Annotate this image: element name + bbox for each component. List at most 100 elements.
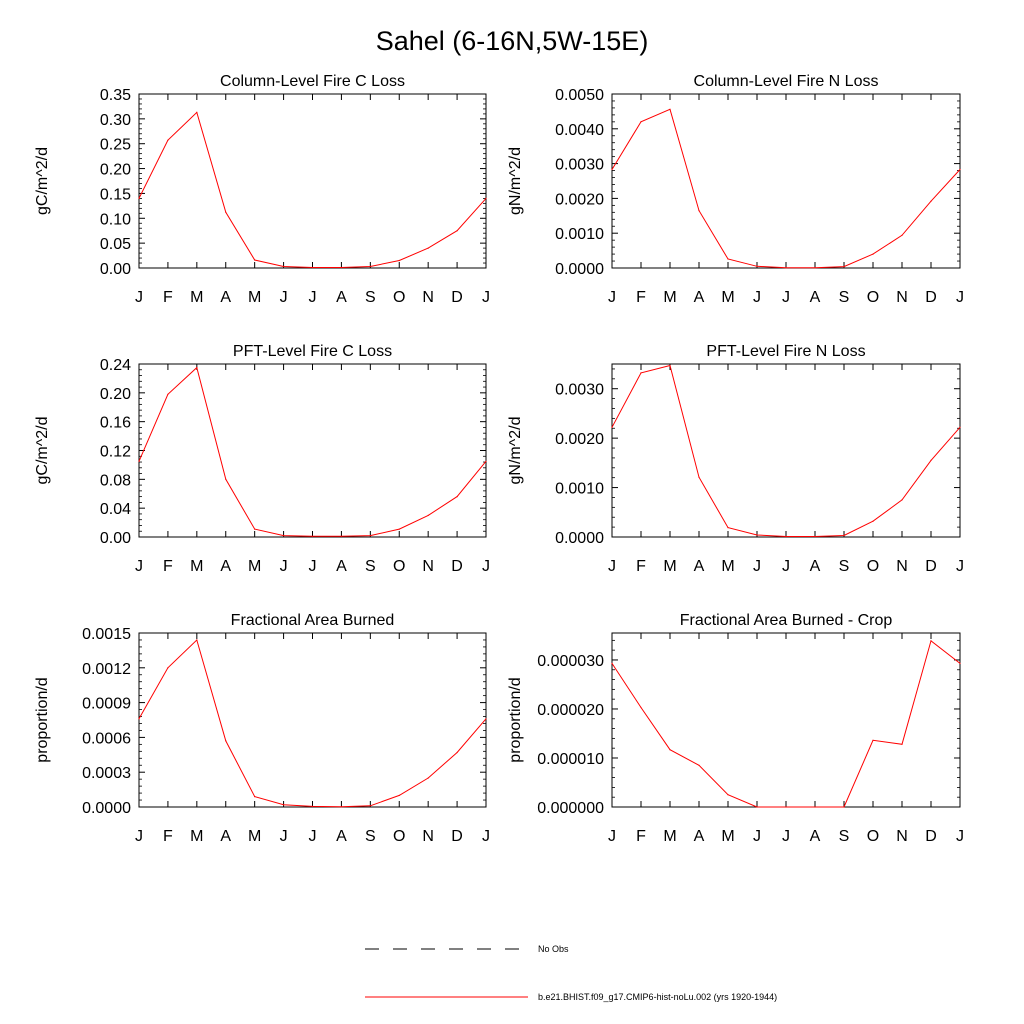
plot-frame xyxy=(138,363,487,538)
data-point xyxy=(843,806,845,808)
y-tick-label: 0.24 xyxy=(100,357,131,374)
series-line xyxy=(611,108,961,269)
x-tick-label: D xyxy=(451,558,463,575)
x-tick-label: J xyxy=(482,289,490,306)
series-line xyxy=(138,366,487,537)
data-point xyxy=(225,211,227,213)
x-tick-label: N xyxy=(896,289,908,306)
x-tick-label: J xyxy=(956,558,964,575)
legend: No Obs b.e21.BHIST.f09_g17.CMIP6-hist-no… xyxy=(365,944,777,1002)
data-point xyxy=(843,534,845,537)
data-point xyxy=(138,718,140,720)
data-point xyxy=(930,200,932,202)
data-point xyxy=(456,230,458,232)
x-tick-label: J xyxy=(608,558,616,575)
x-tick-label: J xyxy=(482,558,490,575)
data-point xyxy=(814,535,816,538)
plot-frame xyxy=(138,632,487,808)
data-point xyxy=(427,247,429,249)
y-tick-label: 0.0030 xyxy=(555,157,604,174)
data-point xyxy=(901,743,903,745)
y-tick-label: 0.0010 xyxy=(555,481,604,498)
x-tick-label: J xyxy=(608,289,616,306)
data-point xyxy=(485,460,487,462)
x-tick-label: J xyxy=(309,828,317,845)
data-point xyxy=(843,266,845,268)
data-point xyxy=(640,372,642,374)
plot-frame xyxy=(611,632,961,808)
data-point xyxy=(167,393,169,395)
y-tick-label: 0.0012 xyxy=(82,661,131,678)
data-point xyxy=(785,267,787,269)
x-tick-label: J xyxy=(482,828,490,845)
x-tick-label: M xyxy=(248,289,261,306)
data-point xyxy=(369,805,371,807)
x-tick-label: F xyxy=(163,828,173,845)
x-tick-label: D xyxy=(925,558,937,575)
y-tick-label: 0.16 xyxy=(100,415,131,432)
data-point xyxy=(340,806,342,808)
data-point xyxy=(959,662,961,665)
x-tick-label: M xyxy=(721,828,734,845)
y-tick-label: 0.0050 xyxy=(555,87,604,104)
data-point xyxy=(611,426,613,428)
data-point xyxy=(311,266,314,269)
data-point xyxy=(669,108,671,110)
data-point xyxy=(698,476,700,478)
x-tick-label: M xyxy=(721,558,734,575)
x-tick-label: A xyxy=(336,828,347,845)
data-point xyxy=(669,749,671,751)
data-point xyxy=(167,667,169,669)
x-tick-label: J xyxy=(135,289,143,306)
data-point xyxy=(930,459,932,461)
y-tick-label: 0.00 xyxy=(100,530,131,547)
data-point xyxy=(872,520,874,522)
data-point xyxy=(311,805,314,808)
data-point xyxy=(872,253,874,255)
data-point xyxy=(167,139,169,141)
x-tick-label: O xyxy=(867,828,879,845)
data-point xyxy=(727,794,729,796)
y-axis-label: proportion/d xyxy=(34,677,51,762)
x-tick-label: N xyxy=(422,828,434,845)
legend-no-obs-label: No Obs xyxy=(538,944,569,954)
x-tick-label: A xyxy=(336,289,347,306)
panel-5: Fractional Area Burned proportion/d 0.0000… xyxy=(34,612,490,845)
data-point xyxy=(727,527,729,529)
figure-title: Sahel (6-16N,5W-15E) xyxy=(376,26,649,56)
y-tick-label: 0.30 xyxy=(100,112,131,129)
x-tick-label: J xyxy=(956,289,964,306)
y-tick-label: 0.20 xyxy=(100,162,131,179)
data-point xyxy=(814,806,816,808)
x-tick-label: M xyxy=(190,289,203,306)
x-tick-label: N xyxy=(422,289,434,306)
y-tick-label: 0.35 xyxy=(100,87,131,104)
y-tick-label: 0.000000 xyxy=(537,800,604,817)
x-tick-label: J xyxy=(309,558,317,575)
data-point xyxy=(340,535,342,537)
data-point xyxy=(669,364,671,367)
data-point xyxy=(756,534,758,536)
data-point xyxy=(611,662,613,665)
data-point xyxy=(369,535,371,537)
data-point xyxy=(138,460,140,462)
x-tick-label: O xyxy=(867,289,879,306)
x-tick-label: F xyxy=(636,558,646,575)
x-tick-label: S xyxy=(839,558,850,575)
x-tick-label: A xyxy=(810,828,821,845)
y-tick-label: 0.0020 xyxy=(555,191,604,208)
data-point xyxy=(698,764,700,766)
data-point xyxy=(196,639,198,641)
x-tick-label: A xyxy=(336,558,347,575)
y-tick-label: 0.0003 xyxy=(82,765,131,782)
x-tick-label: A xyxy=(694,828,705,845)
panels: Column-Level Fire C Loss gC/m^2/d 0.00 0.05… xyxy=(34,73,964,845)
x-tick-label: A xyxy=(220,289,231,306)
y-axis-label: gC/m^2/d xyxy=(34,147,51,215)
x-tick-label: N xyxy=(896,558,908,575)
legend-model-label: b.e21.BHIST.f09_g17.CMIP6-hist-noLu.002 … xyxy=(538,992,777,1002)
data-point xyxy=(814,267,816,269)
y-tick-label: 0.12 xyxy=(100,444,131,461)
data-point xyxy=(959,168,961,171)
x-tick-label: J xyxy=(135,828,143,845)
